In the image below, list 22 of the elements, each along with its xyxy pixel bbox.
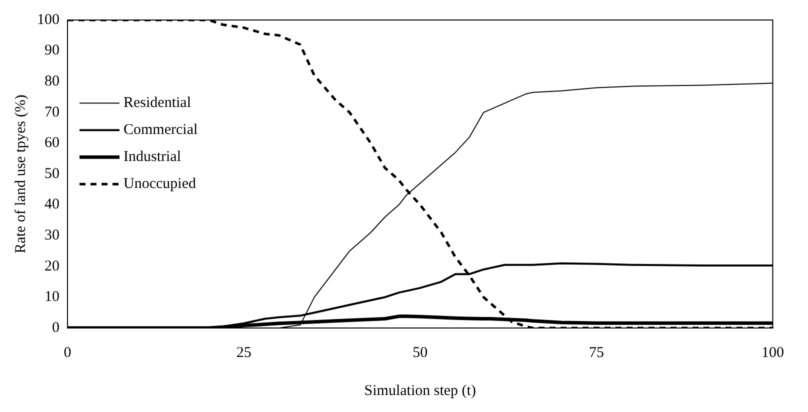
- x-tick-label: 75: [588, 344, 604, 361]
- y-tick-label: 20: [44, 258, 60, 274]
- legend-label: Unoccupied: [124, 176, 196, 192]
- x-axis-title: Simulation step (t): [364, 382, 476, 399]
- legend-label: Commercial: [124, 122, 198, 138]
- x-tick-label: 25: [236, 344, 252, 361]
- x-tick-label: 100: [762, 344, 784, 361]
- y-tick-label: 0: [52, 320, 60, 336]
- y-tick-label: 10: [44, 289, 60, 306]
- y-tick-label: 90: [44, 42, 60, 59]
- y-tick-label: 50: [44, 166, 60, 182]
- legend-label: Residential: [124, 95, 191, 112]
- y-tick-label: 30: [44, 228, 60, 244]
- y-tick-label: 70: [44, 104, 60, 120]
- y-axis-title: Rate of land use tpyes (%): [12, 94, 29, 254]
- y-tick-label: 40: [44, 196, 60, 213]
- y-tick-label: 60: [44, 135, 60, 152]
- x-tick-label: 50: [412, 344, 428, 361]
- x-tick-label: 0: [64, 344, 72, 361]
- y-tick-label: 100: [37, 12, 60, 28]
- y-tick-label: 80: [44, 74, 60, 90]
- legend-label: Industrial: [124, 149, 181, 166]
